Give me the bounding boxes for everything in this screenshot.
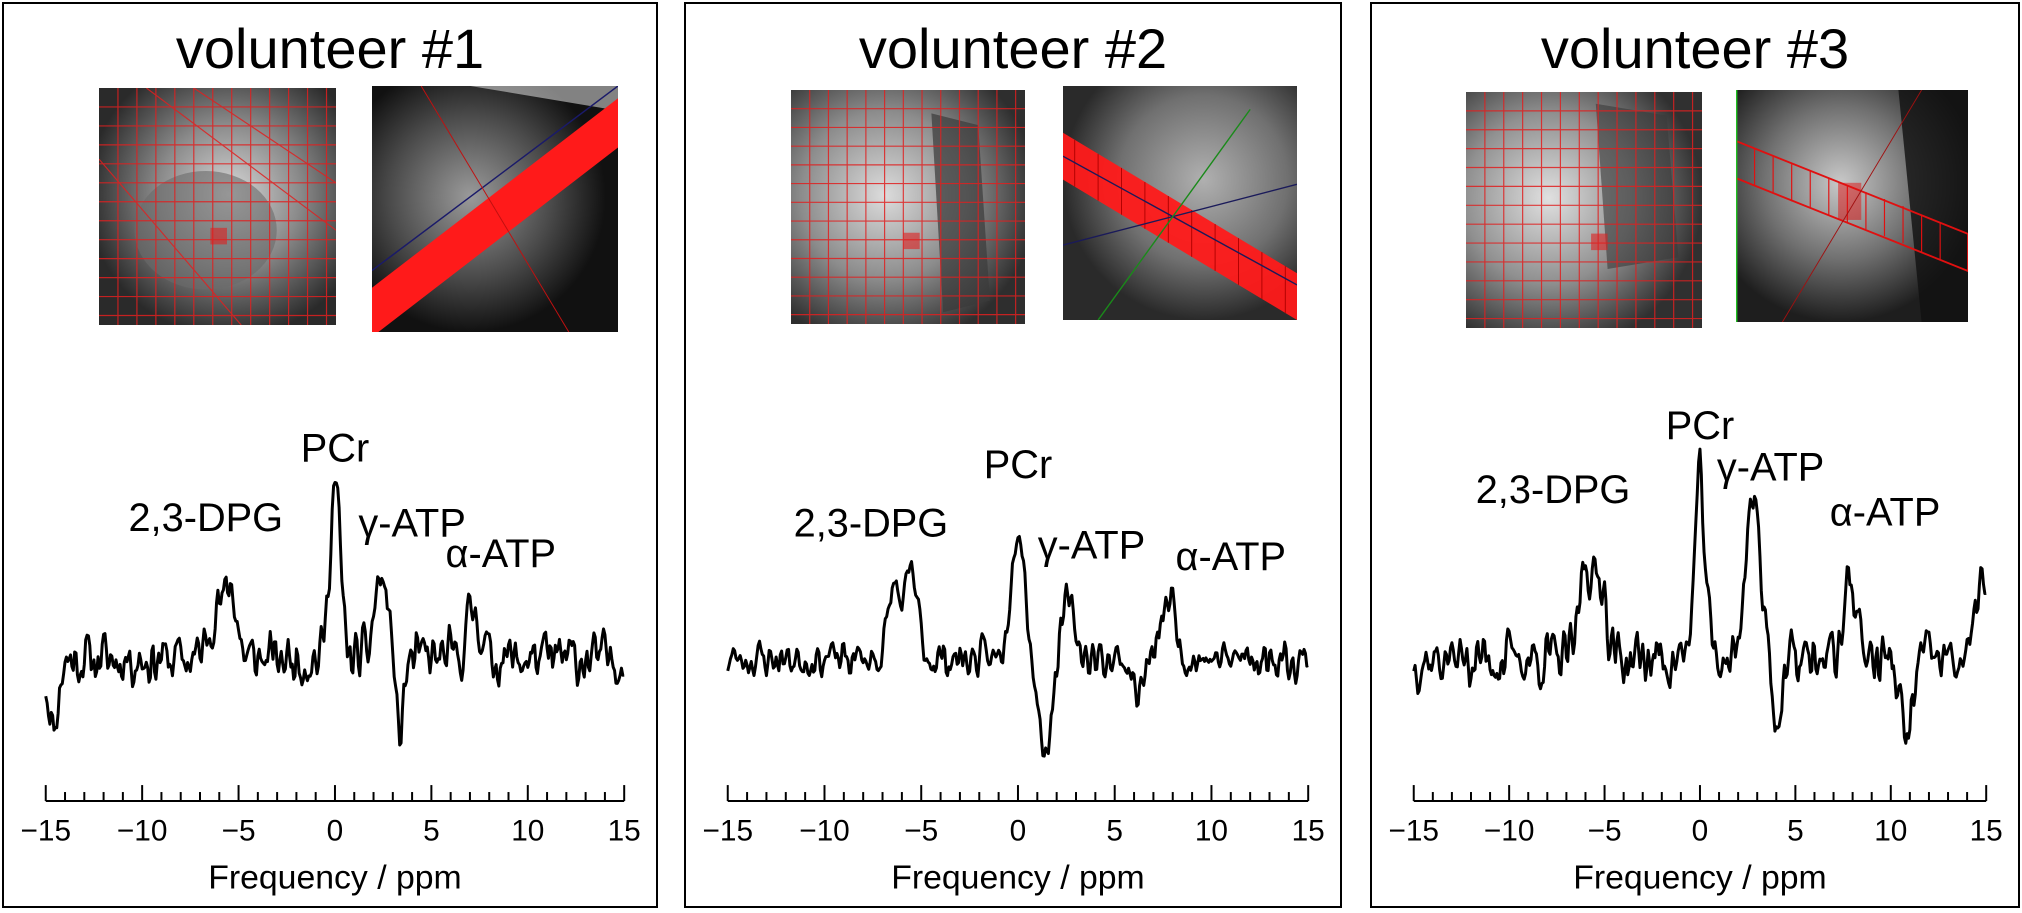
panel-title: volunteer #2: [858, 17, 1168, 80]
x-axis-label: Frequency / ppm: [1573, 858, 1826, 896]
panel-volunteer-1: volunteer #1 −15 −10 −5 0 5 10 15 Frequency / p…: [2, 2, 658, 908]
peak-label: 2,3-DPG: [128, 496, 283, 540]
spectrum-chart: −15 −10 −5 0 5 10 15 Frequency / ppm PCr 2,3-DPG γ…: [20, 426, 641, 896]
peak-label: 2,3-DPG: [794, 501, 949, 545]
spectrum-chart: −15 −10 −5 0 5 10 15 Frequency / ppm PCr 2,3-DPG γ…: [1388, 404, 2003, 896]
peak-label: γ-ATP: [358, 501, 465, 545]
peak-label: 2,3-DPG: [1476, 468, 1631, 512]
x-tick-label: −5: [1588, 815, 1622, 848]
panel-volunteer-3: volunteer #3 −15 −10 −5 0 5 10 15 Frequen: [1370, 2, 2020, 908]
oblique-slab-icon: [1063, 86, 1297, 320]
peak-label: α-ATP: [446, 532, 557, 576]
x-axis-label: Frequency / ppm: [208, 858, 461, 896]
x-tick-label: 5: [1787, 815, 1804, 848]
x-tick-label: 0: [1692, 815, 1709, 848]
spectrum-chart: −15 −10 −5 0 5 10 15 Frequency / ppm PCr 2,3-DPG γ…: [702, 443, 1325, 896]
localizer-grid-icon: [791, 90, 1025, 324]
x-tick-label: 10: [1195, 815, 1228, 848]
x-tick-label: 15: [608, 815, 641, 848]
x-tick-label: 0: [1010, 815, 1027, 848]
spectrum-line: [1412, 447, 1987, 745]
oblique-slab-icon: [372, 86, 618, 332]
x-tick-label: 15: [1292, 815, 1325, 848]
peak-label: PCr: [1666, 404, 1734, 448]
peak-label: α-ATP: [1830, 490, 1941, 534]
x-tick-label: −5: [904, 815, 938, 848]
panel-title: volunteer #1: [175, 17, 485, 80]
x-tick-label: 5: [1106, 815, 1123, 848]
localizer-grid-icon: [1466, 92, 1702, 328]
oblique-slab-icon: [1736, 90, 1968, 322]
x-tick-label: −15: [702, 815, 753, 848]
peak-label: γ-ATP: [1717, 446, 1824, 490]
x-axis-label: Frequency / ppm: [891, 858, 1144, 896]
x-tick-label: 10: [511, 815, 544, 848]
panel-title: volunteer #3: [1540, 17, 1850, 80]
x-tick-label: 10: [1874, 815, 1907, 848]
peak-label: PCr: [984, 443, 1052, 487]
x-tick-label: −15: [20, 815, 71, 848]
x-tick-label: −10: [799, 815, 850, 848]
x-tick-label: −5: [222, 815, 256, 848]
x-tick-label: 5: [423, 815, 440, 848]
x-tick-label: 15: [1970, 815, 2003, 848]
peak-label: γ-ATP: [1038, 524, 1145, 568]
localizer-grid-icon: [99, 88, 336, 325]
x-tick-label: −10: [117, 815, 168, 848]
x-tick-label: 0: [327, 815, 344, 848]
panel-volunteer-2: volunteer #2 −15 −10 −5 0 5 10 15 Frequency / p…: [684, 2, 1342, 908]
x-tick-label: −10: [1484, 815, 1535, 848]
spectrum-line: [726, 534, 1309, 758]
peak-label: PCr: [301, 426, 369, 470]
x-tick-label: −15: [1388, 815, 1439, 848]
peak-label: α-ATP: [1176, 535, 1287, 579]
spectrum-line: [44, 480, 625, 747]
